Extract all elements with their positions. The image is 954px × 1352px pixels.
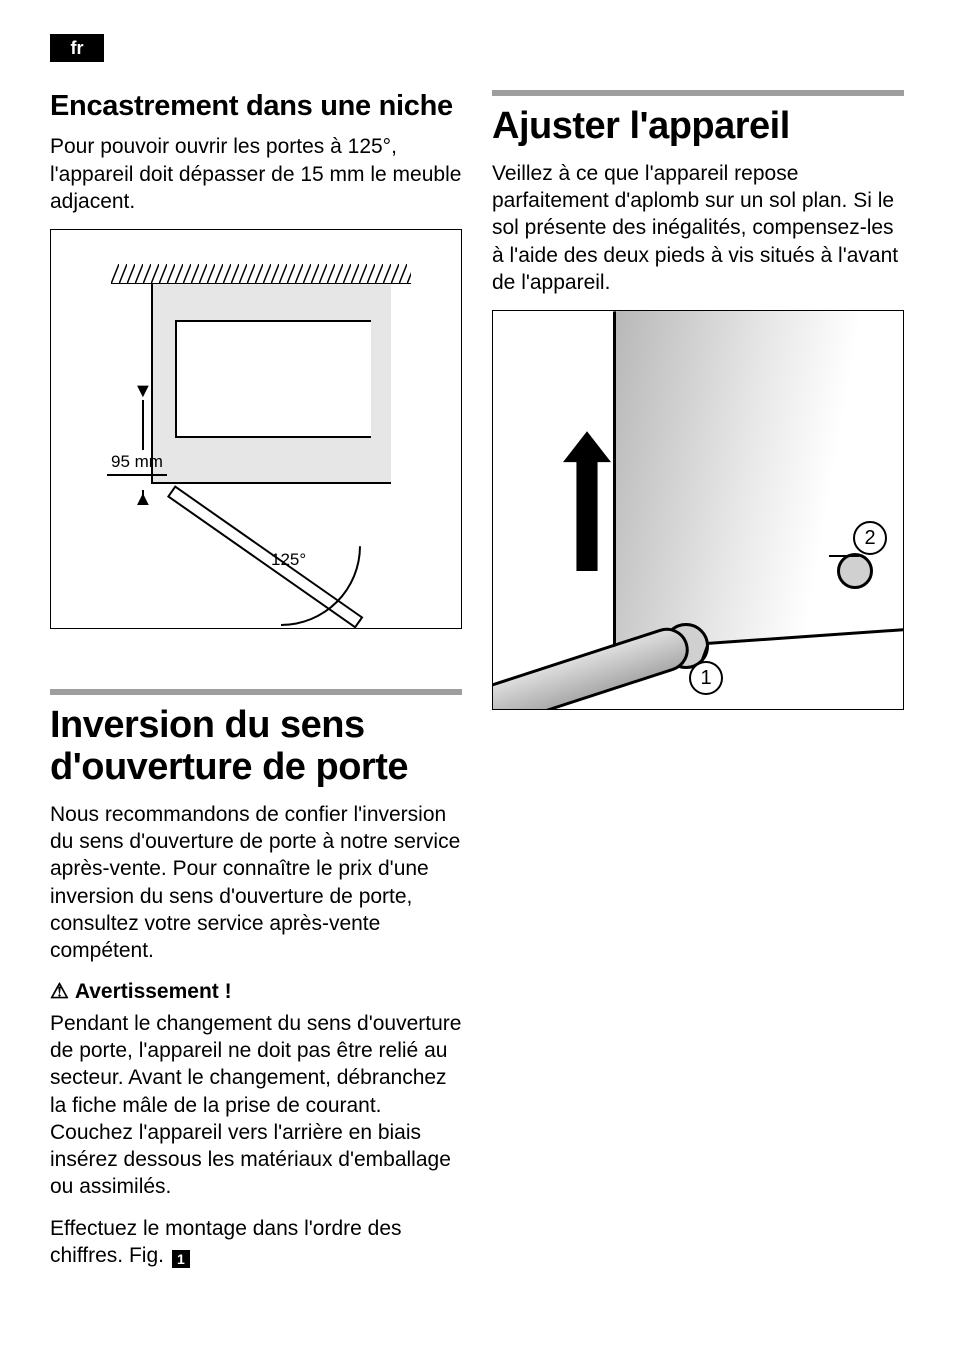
fig-number-badge: 1 bbox=[172, 1250, 190, 1268]
figure-instruction-text: Effectuez le montage dans l'ordre des ch… bbox=[50, 1217, 402, 1267]
warning-heading: Avertissement ! bbox=[50, 979, 462, 1004]
up-arrow-icon bbox=[563, 431, 611, 571]
arrow-up-icon: ▲ bbox=[133, 488, 153, 511]
dim-line bbox=[142, 400, 144, 450]
heading-ajuster: Ajuster l'appareil bbox=[492, 106, 904, 148]
heading-encastrement: Encastrement dans une niche bbox=[50, 90, 462, 123]
callout-leader bbox=[829, 555, 859, 557]
arrow-down-icon: ▼ bbox=[133, 380, 153, 403]
body-encastrement: Pour pouvoir ouvrir les portes à 125°, l… bbox=[50, 133, 462, 215]
warning-body: Pendant le changement du sens d'ouvertur… bbox=[50, 1010, 462, 1201]
body-ajuster: Veillez à ce que l'appareil repose parfa… bbox=[492, 160, 904, 296]
appliance-body-shape bbox=[613, 310, 904, 651]
section-rule bbox=[492, 90, 904, 96]
gap-dimension-label: 95 mm bbox=[107, 452, 167, 476]
left-column: Encastrement dans une niche Pour pouvoir… bbox=[50, 90, 462, 1283]
hatch-pattern-icon bbox=[111, 264, 411, 284]
section-rule bbox=[50, 689, 462, 695]
angle-arc bbox=[201, 466, 361, 626]
appliance-shape bbox=[175, 320, 371, 438]
angle-label: 125° bbox=[271, 550, 306, 570]
two-column-layout: Encastrement dans une niche Pour pouvoir… bbox=[50, 90, 904, 1283]
right-column: Ajuster l'appareil Veillez à ce que l'ap… bbox=[492, 90, 904, 1283]
diagram-levelling: 1 2 bbox=[492, 310, 904, 710]
heading-inversion: Inversion du sens d'ouverture de porte bbox=[50, 705, 462, 789]
diagram-niche: ▼ 95 mm ▲ 125° bbox=[50, 229, 462, 629]
body-inversion: Nous recommandons de confier l'inversion… bbox=[50, 801, 462, 965]
wrench-icon bbox=[492, 622, 694, 710]
fig-label: Fig. bbox=[129, 1244, 164, 1267]
callout-1: 1 bbox=[689, 661, 723, 695]
figure-instruction: Effectuez le montage dans l'ordre des ch… bbox=[50, 1215, 462, 1270]
language-tab: fr bbox=[50, 34, 104, 62]
